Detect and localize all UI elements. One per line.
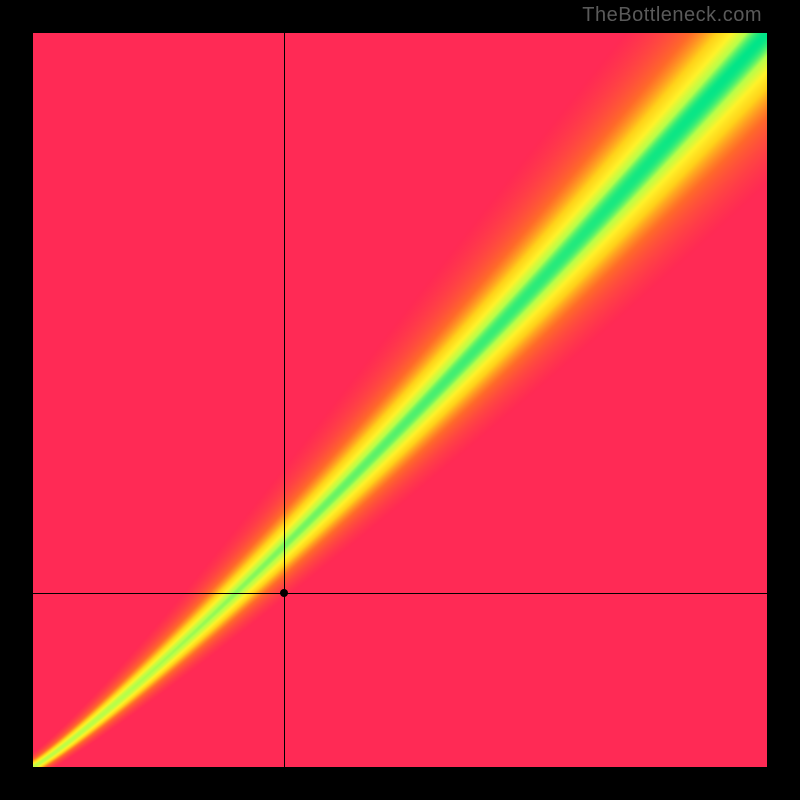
chart-root: { "watermark": { "text": "TheBottleneck.… [0, 0, 800, 800]
crosshair-vertical [284, 33, 285, 767]
watermark-text: TheBottleneck.com [582, 4, 762, 27]
crosshair-horizontal [33, 593, 767, 594]
plot-area [33, 33, 767, 767]
heatmap-canvas [33, 33, 767, 767]
marker-dot [280, 589, 288, 597]
